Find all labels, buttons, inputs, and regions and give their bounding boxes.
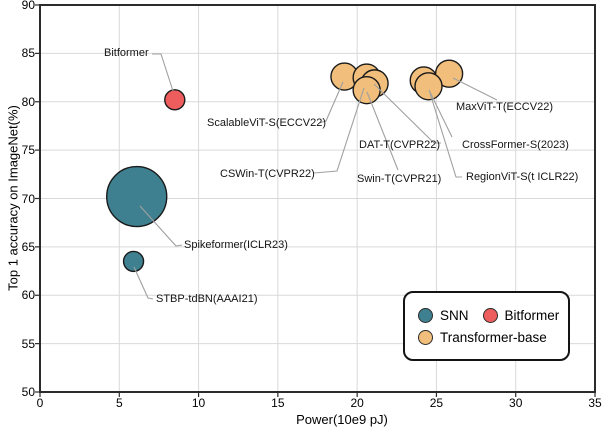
regionvit-leader-line: [429, 92, 462, 178]
x-tick-label-10: 10: [191, 396, 206, 410]
x-tick-label-20: 20: [350, 396, 364, 410]
x-tick-label-5: 5: [115, 396, 123, 410]
maxvit-leader-line: [452, 77, 498, 101]
scalablevit-leader-line: [318, 81, 344, 124]
plot-border: [39, 4, 596, 393]
dat-label: DAT-T(CVPR22): [359, 139, 441, 151]
dat-leader-line: [373, 83, 441, 144]
bitformer-swatch-icon: [482, 307, 498, 323]
crossformer-label: CrossFormer-S(2023): [462, 139, 569, 151]
scalablevit-label: ScalableViT-S(ECCV22): [207, 117, 327, 129]
legend-label-transformer-base: Transformer-base: [440, 329, 547, 345]
bubble-bitformer: [164, 89, 186, 111]
legend: SNN Bitformer Transformer-base: [403, 291, 570, 361]
legend-item-bitformer: Bitformer: [482, 307, 560, 323]
spikeformer-leader-line: [139, 205, 183, 247]
x-tick-label-0: 0: [36, 396, 44, 410]
bubble-stbp-tdbn-aaai21: [122, 250, 145, 273]
legend-row-2: Transformer-base: [418, 329, 568, 345]
stbp-tdbn-leader-line: [133, 266, 154, 300]
y-tick-label-50: 50: [21, 385, 35, 399]
cswin-leader-line: [313, 87, 365, 174]
regionvit-label: RegionViT-S(t ICLR22): [466, 171, 579, 183]
bubble-maxvit-t-eccv22: [434, 59, 464, 88]
crossformer-leader-line: [428, 89, 453, 138]
stbp-tdbn-label: STBP-tdBN(AAAI21): [156, 293, 258, 305]
legend-item-transformer-base: Transformer-base: [418, 329, 547, 345]
y-tick-label-75: 75: [21, 143, 35, 158]
y-tick-label-70: 70: [21, 191, 35, 206]
x-tick-label-35: 35: [588, 396, 602, 410]
y-tick-label-90: 90: [21, 0, 35, 12]
y-tick-label-80: 80: [21, 94, 35, 109]
x-axis-title: Power(10e9 pJ): [296, 412, 388, 427]
swin-label: Swin-T(CVPR21): [357, 173, 442, 185]
transformer-base-swatch-icon: [418, 329, 433, 345]
legend-label-bitformer: Bitformer: [504, 307, 560, 323]
x-tick-label-15: 15: [271, 396, 285, 410]
y-tick-label-60: 60: [21, 288, 35, 303]
bubble-regionvit-s-t-iclr22: [414, 72, 443, 101]
x-tick-label-25: 25: [429, 396, 444, 410]
swin-leader-line: [366, 91, 399, 171]
y-tick-label-85: 85: [21, 46, 35, 61]
y-tick-label-65: 65: [21, 239, 35, 254]
bubble-spikeformer-iclr23: [106, 165, 168, 228]
snn-swatch-icon: [418, 307, 433, 323]
bitformer-label: Bitformer: [104, 47, 149, 59]
legend-label-snn: SNN: [440, 307, 469, 323]
bitformer-leader-line: [152, 53, 174, 92]
legend-item-snn: SNN: [418, 307, 469, 323]
y-tick-label-55: 55: [21, 336, 35, 351]
legend-row-1: SNN Bitformer: [418, 307, 568, 323]
maxvit-label: MaxViT-T(ECCV22): [456, 101, 553, 113]
x-tick-label-30: 30: [509, 396, 523, 410]
bubble-swin-t-cvpr21: [352, 75, 381, 105]
cswin-label: CSWin-T(CVPR22): [220, 168, 315, 180]
spikeformer-label: Spikeformer(ICLR23): [184, 239, 288, 251]
